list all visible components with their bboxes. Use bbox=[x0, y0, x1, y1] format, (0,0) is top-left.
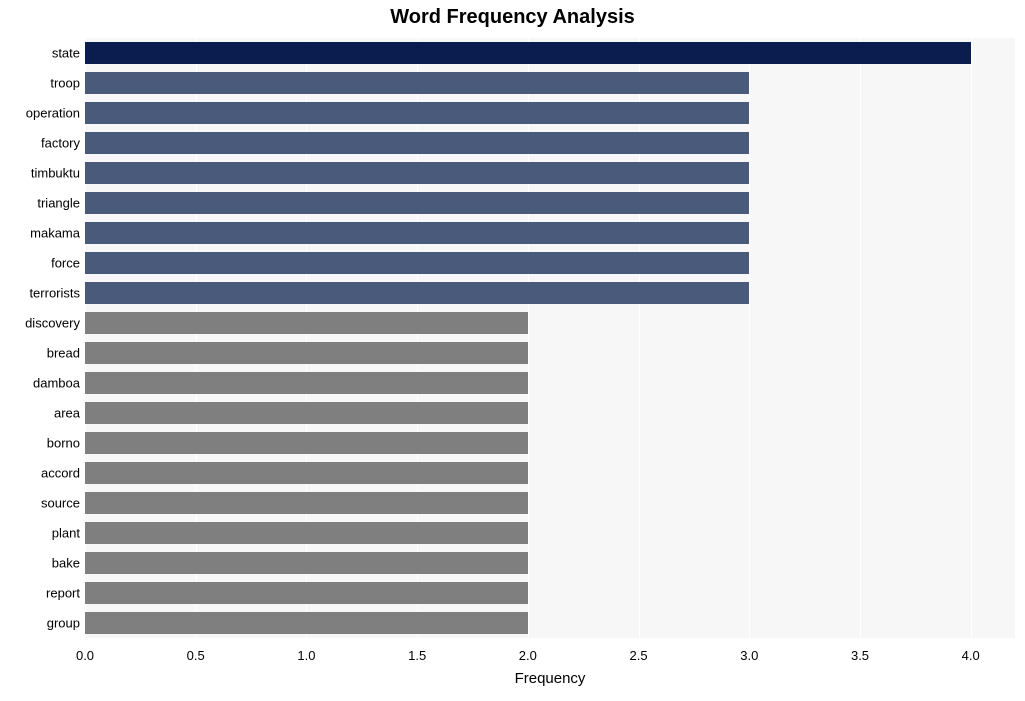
y-tick-label: bake bbox=[52, 556, 80, 571]
x-axis: 0.00.51.01.52.02.53.03.54.0 Frequency bbox=[85, 640, 1015, 680]
y-tick-label: timbuktu bbox=[31, 166, 80, 181]
y-tick-label: plant bbox=[52, 526, 80, 541]
bar bbox=[85, 372, 528, 394]
y-tick-label: borno bbox=[47, 436, 80, 451]
bar bbox=[85, 102, 749, 124]
x-axis-title: Frequency bbox=[85, 670, 1015, 687]
y-tick-label: force bbox=[51, 256, 80, 271]
y-tick-label: discovery bbox=[25, 316, 80, 331]
bar bbox=[85, 72, 749, 94]
x-tick-label: 1.0 bbox=[297, 648, 315, 663]
y-tick-label: operation bbox=[26, 106, 80, 121]
x-tick-label: 3.0 bbox=[740, 648, 758, 663]
x-tick-label: 3.5 bbox=[851, 648, 869, 663]
bar bbox=[85, 552, 528, 574]
bar bbox=[85, 282, 749, 304]
bar bbox=[85, 342, 528, 364]
y-tick-label: makama bbox=[30, 226, 80, 241]
bar bbox=[85, 432, 528, 454]
y-tick-label: factory bbox=[41, 136, 80, 151]
y-tick-label: area bbox=[54, 406, 80, 421]
x-tick-label: 4.0 bbox=[962, 648, 980, 663]
plot-area bbox=[85, 38, 1015, 638]
y-tick-label: damboa bbox=[33, 376, 80, 391]
y-tick-label: triangle bbox=[37, 196, 80, 211]
bar bbox=[85, 132, 749, 154]
bar bbox=[85, 222, 749, 244]
x-tick-label: 2.5 bbox=[630, 648, 648, 663]
bar bbox=[85, 162, 749, 184]
y-axis-labels: state troop operation factory timbuktu triang… bbox=[0, 38, 80, 638]
bar bbox=[85, 42, 971, 64]
y-tick-label: bread bbox=[47, 346, 80, 361]
chart-container: Word Frequency Analysis state troop operat… bbox=[0, 0, 1025, 701]
y-tick-label: report bbox=[46, 586, 80, 601]
bar bbox=[85, 492, 528, 514]
bar bbox=[85, 582, 528, 604]
bars-group bbox=[85, 38, 1015, 638]
y-tick-label: accord bbox=[41, 466, 80, 481]
y-tick-label: terrorists bbox=[29, 286, 80, 301]
x-tick-label: 0.5 bbox=[187, 648, 205, 663]
y-tick-label: source bbox=[41, 496, 80, 511]
bar bbox=[85, 462, 528, 484]
bar bbox=[85, 312, 528, 334]
y-tick-label: state bbox=[52, 46, 80, 61]
x-tick-label: 0.0 bbox=[76, 648, 94, 663]
x-tick-label: 1.5 bbox=[408, 648, 426, 663]
chart-title: Word Frequency Analysis bbox=[0, 6, 1025, 29]
bar bbox=[85, 402, 528, 424]
x-tick-label: 2.0 bbox=[519, 648, 537, 663]
y-tick-label: group bbox=[47, 616, 80, 631]
y-tick-label: troop bbox=[50, 76, 80, 91]
bar bbox=[85, 192, 749, 214]
bar bbox=[85, 252, 749, 274]
bar bbox=[85, 612, 528, 634]
bar bbox=[85, 522, 528, 544]
